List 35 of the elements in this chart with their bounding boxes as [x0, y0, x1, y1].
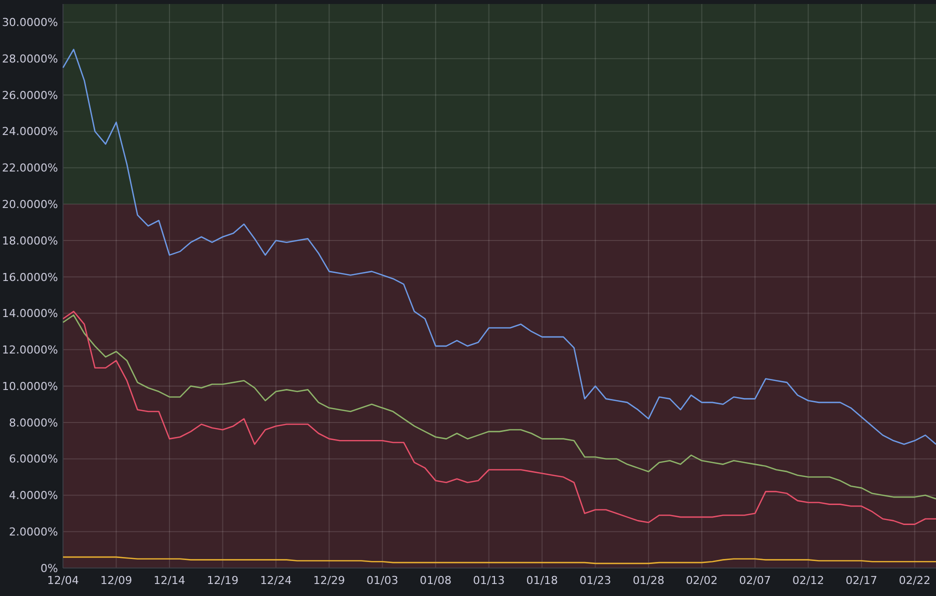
x-tick-label: 02/12 — [792, 574, 824, 587]
y-tick-label: 22.0000% — [2, 162, 58, 175]
x-tick-label: 01/03 — [366, 574, 398, 587]
y-tick-label: 12.0000% — [2, 344, 58, 357]
x-tick-label: 12/04 — [47, 574, 79, 587]
line-series — [62, 48, 936, 445]
x-tick-label: 02/07 — [739, 574, 771, 587]
y-tick-label: 0% — [40, 562, 58, 575]
y-tick-label: 10.0000% — [2, 380, 58, 393]
y-tick-label: 8.0000% — [9, 416, 58, 430]
x-tick-label: 02/17 — [846, 574, 878, 587]
y-tick-label: 30.0000% — [2, 16, 58, 30]
y-tick-label: 6.0000% — [9, 452, 58, 466]
x-tick-label: 12/24 — [260, 574, 292, 587]
x-tick-label: 01/23 — [579, 574, 612, 587]
y-tick-label: 18.0000% — [2, 234, 58, 248]
x-tick-label: 12/14 — [154, 574, 186, 587]
x-tick-label: 12/09 — [100, 574, 132, 587]
y-tick-label: 2.0000% — [9, 525, 58, 538]
x-tick-label: 02/02 — [686, 574, 718, 587]
y-tick-label: 28.0000% — [2, 52, 58, 66]
y-tick-label: 26.0000% — [2, 88, 58, 102]
x-tick-label: 01/28 — [632, 574, 664, 587]
x-tick-label: 12/29 — [313, 574, 346, 587]
y-tick-label: 14.0000% — [2, 307, 58, 320]
line-series — [62, 556, 936, 564]
x-tick-label: 01/13 — [473, 574, 505, 587]
y-tick-label: 4.0000% — [9, 489, 58, 502]
x-tick-label: 01/08 — [420, 574, 452, 587]
y-tick-label: 20.0000% — [2, 198, 58, 211]
y-tick-label: 24.0000% — [2, 125, 58, 138]
x-tick-label: 02/22 — [898, 574, 931, 587]
y-tick-label: 16.0000% — [2, 270, 58, 284]
x-tick-label: 12/19 — [206, 574, 239, 587]
x-tick-label: 01/18 — [526, 574, 558, 587]
